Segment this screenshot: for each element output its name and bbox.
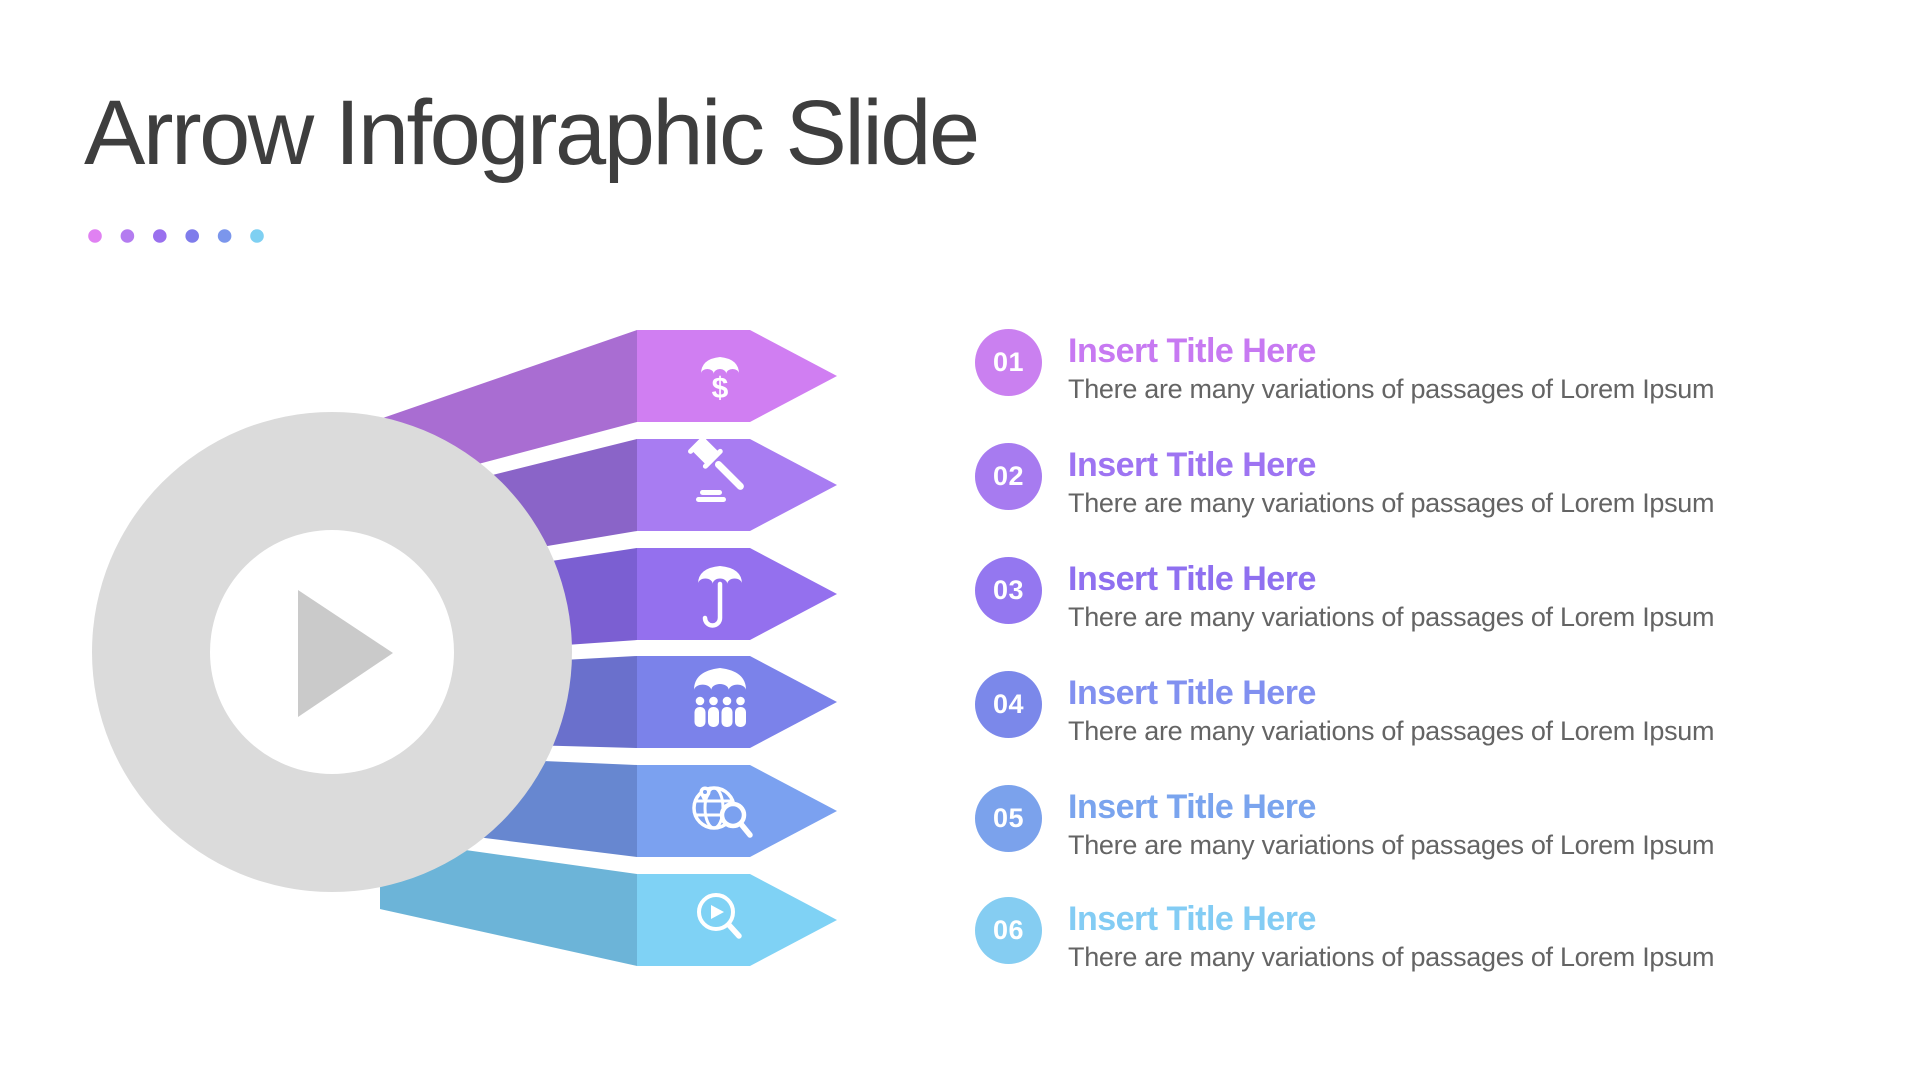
dot-icon xyxy=(217,229,232,243)
umbrella-dollar-icon: $ xyxy=(701,357,739,405)
globe-search-icon xyxy=(692,786,753,838)
list-item: 04 Insert Title Here There are many vari… xyxy=(975,671,1715,750)
item-title: Insert Title Here xyxy=(1068,446,1316,484)
list-item: 05 Insert Title Here There are many vari… xyxy=(975,785,1715,864)
item-description: There are many variations of passages of… xyxy=(1068,374,1715,404)
location-pin-icon xyxy=(699,786,711,804)
dot-icon xyxy=(250,229,264,243)
dot-icon xyxy=(120,229,135,243)
play-icon[interactable] xyxy=(298,590,393,717)
number-badge: 06 xyxy=(975,897,1042,964)
svg-text:$: $ xyxy=(712,372,729,405)
list-item-text: Insert Title Here There are many variati… xyxy=(1068,443,1715,522)
video-search-icon xyxy=(697,893,742,939)
number-badge: 03 xyxy=(975,557,1042,624)
list-item-text: Insert Title Here There are many variati… xyxy=(1068,329,1715,408)
arrow-body-1 xyxy=(637,330,837,422)
decorative-dots xyxy=(88,229,264,243)
video-placeholder xyxy=(92,412,572,892)
item-title: Insert Title Here xyxy=(1068,788,1316,826)
list-item: 03 Insert Title Here There are many vari… xyxy=(975,557,1715,636)
item-title: Insert Title Here xyxy=(1068,332,1316,370)
item-description: There are many variations of passages of… xyxy=(1068,488,1715,518)
item-description: There are many variations of passages of… xyxy=(1068,830,1715,860)
dot-icon xyxy=(153,229,167,243)
item-title: Insert Title Here xyxy=(1068,560,1316,598)
list-item: 01 Insert Title Here There are many vari… xyxy=(975,329,1715,408)
umbrella-icon xyxy=(698,566,742,628)
list-item-text: Insert Title Here There are many variati… xyxy=(1068,785,1715,864)
dot-icon xyxy=(185,229,199,243)
item-description: There are many variations of passages of… xyxy=(1068,716,1715,746)
item-title: Insert Title Here xyxy=(1068,900,1316,938)
arrow-tail-6 xyxy=(380,838,637,966)
list-item: 02 Insert Title Here There are many vari… xyxy=(975,443,1715,522)
dot-icon xyxy=(88,229,102,243)
arrow-body-6 xyxy=(637,874,837,966)
page-title: Arrow Infographic Slide xyxy=(84,82,980,184)
list-item-text: Insert Title Here There are many variati… xyxy=(1068,671,1715,750)
list-item: 06 Insert Title Here There are many vari… xyxy=(975,897,1715,976)
list-item-text: Insert Title Here There are many variati… xyxy=(1068,897,1715,976)
item-title: Insert Title Here xyxy=(1068,674,1316,712)
item-description: There are many variations of passages of… xyxy=(1068,942,1715,972)
gavel-icon xyxy=(688,434,744,502)
number-badge: 05 xyxy=(975,785,1042,852)
arrow-infographic: $ xyxy=(92,330,837,966)
arrow-body-3 xyxy=(637,548,837,640)
number-badge: 04 xyxy=(975,671,1042,738)
number-badge: 02 xyxy=(975,443,1042,510)
number-badge: 01 xyxy=(975,329,1042,396)
list-item-text: Insert Title Here There are many variati… xyxy=(1068,557,1715,636)
item-description: There are many variations of passages of… xyxy=(1068,602,1715,632)
team-umbrella-icon xyxy=(694,668,746,727)
